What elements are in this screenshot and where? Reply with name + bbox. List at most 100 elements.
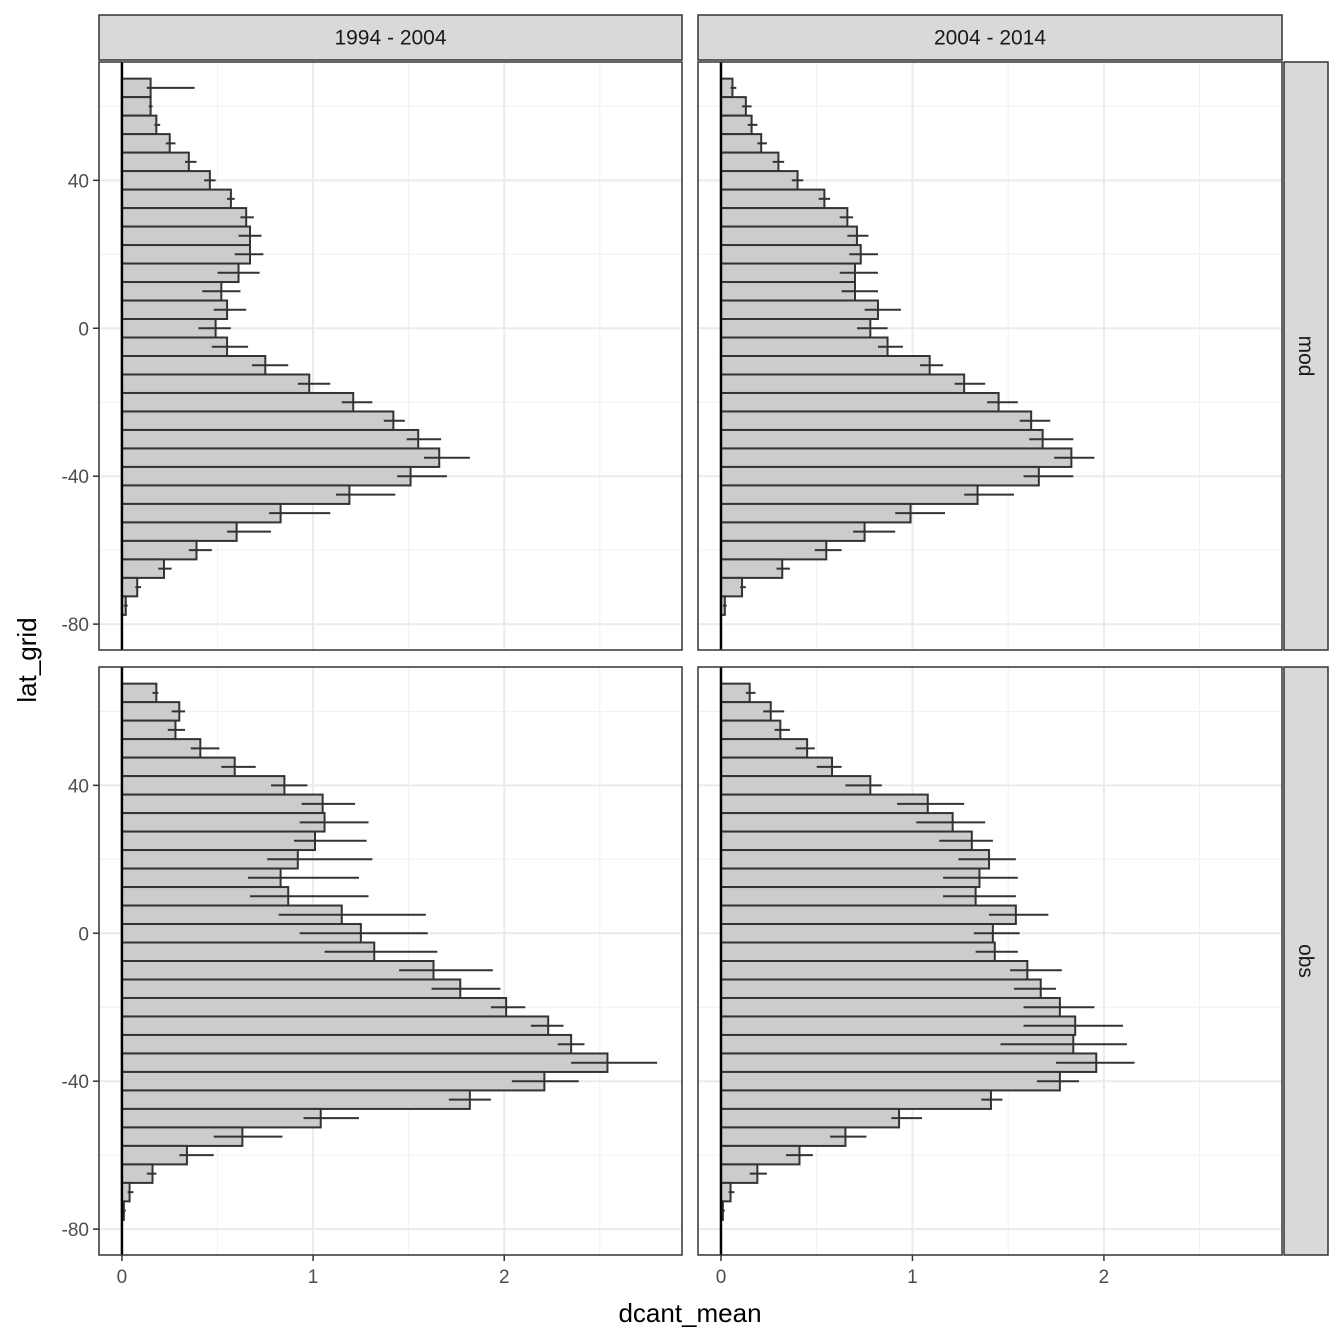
bar xyxy=(120,978,462,999)
bar xyxy=(719,1089,992,1110)
bar xyxy=(719,1052,1098,1073)
bar xyxy=(120,960,435,981)
bar xyxy=(719,719,782,741)
bar xyxy=(120,355,267,376)
bar xyxy=(719,1015,1077,1036)
facet-strip-row xyxy=(1283,666,1329,1256)
bar xyxy=(120,682,158,704)
bar xyxy=(120,96,152,117)
bar xyxy=(719,151,780,173)
bar xyxy=(120,830,316,852)
bar xyxy=(719,391,1000,413)
x-tick-label: 0 xyxy=(117,1267,128,1288)
y-tick-label: -40 xyxy=(62,1072,89,1093)
panel-border xyxy=(697,666,1283,1256)
bar xyxy=(120,719,177,741)
bar xyxy=(120,775,286,796)
bar xyxy=(719,355,931,376)
bar xyxy=(120,558,165,579)
bar xyxy=(719,484,979,505)
bar xyxy=(719,1126,847,1147)
bar xyxy=(120,738,202,759)
bar xyxy=(120,391,355,413)
bar xyxy=(719,867,981,889)
facet-strip-row xyxy=(1283,61,1329,651)
x-tick-label: 2 xyxy=(1099,1267,1110,1288)
bar xyxy=(120,1089,471,1110)
bar xyxy=(120,465,412,487)
bar xyxy=(120,207,248,228)
bar xyxy=(120,114,158,136)
bar xyxy=(719,465,1040,487)
x-tick-label: 1 xyxy=(907,1267,918,1288)
bar xyxy=(120,521,238,542)
facet-panel: -80 -40 0 40 xyxy=(62,61,683,651)
facet-panel: -80 -40 0 40 0 1 2 xyxy=(62,666,683,1288)
bar xyxy=(120,188,232,210)
bar xyxy=(719,521,866,542)
bar xyxy=(120,576,139,598)
y-tick-label: 40 xyxy=(68,171,89,192)
facet-panel xyxy=(697,61,1283,651)
bar xyxy=(719,978,1042,999)
facet-strip-col xyxy=(98,14,683,61)
bar xyxy=(719,188,826,210)
bar xyxy=(120,756,236,778)
bar xyxy=(719,682,751,704)
y-tick-label: -80 xyxy=(62,615,89,636)
bar xyxy=(719,373,966,394)
bar xyxy=(719,996,1061,1018)
facet-strip-row-label: obs xyxy=(1294,944,1317,978)
bar xyxy=(719,244,862,265)
y-tick-label: -40 xyxy=(62,467,89,488)
bar xyxy=(719,318,872,339)
bar xyxy=(120,410,395,431)
bar xyxy=(719,428,1044,450)
bar xyxy=(719,886,977,907)
bar xyxy=(719,558,784,579)
y-axis-title: lat_grid xyxy=(12,617,42,702)
panel-border xyxy=(98,666,683,1256)
facet-panel: 0 1 2 xyxy=(697,666,1283,1288)
bar xyxy=(719,225,858,247)
bar xyxy=(719,1107,901,1129)
bar xyxy=(120,336,229,357)
bar xyxy=(120,151,190,173)
bar xyxy=(719,133,763,154)
bar xyxy=(120,244,252,265)
bar xyxy=(719,410,1033,431)
bar xyxy=(120,484,351,505)
bar xyxy=(120,170,211,191)
bar xyxy=(719,738,809,759)
bar xyxy=(719,756,834,778)
bar xyxy=(120,1052,609,1073)
bar xyxy=(719,336,889,357)
panel-border xyxy=(98,61,683,651)
bar xyxy=(719,170,799,191)
bar xyxy=(120,812,326,833)
bar xyxy=(120,299,229,321)
y-tick-label: -80 xyxy=(62,1220,89,1241)
bar xyxy=(120,1033,573,1055)
facet-strip-col-label: 2004 - 2014 xyxy=(934,27,1046,50)
facet-strip-col-label: 1994 - 2004 xyxy=(334,27,446,50)
y-tick-label: 0 xyxy=(78,319,89,340)
x-tick-label: 2 xyxy=(499,1267,510,1288)
bar xyxy=(719,1070,1061,1092)
bar xyxy=(120,996,508,1018)
bar xyxy=(120,502,282,524)
bar xyxy=(120,447,441,468)
bar xyxy=(719,923,994,944)
bar xyxy=(120,1107,322,1129)
bar xyxy=(120,1070,546,1092)
bar xyxy=(120,539,198,561)
bar xyxy=(719,299,879,321)
bar xyxy=(719,904,1017,926)
bar xyxy=(719,539,828,561)
bar xyxy=(719,793,929,815)
bar xyxy=(120,428,420,450)
bar xyxy=(719,502,912,524)
bar xyxy=(120,77,152,99)
bar xyxy=(120,1015,550,1036)
